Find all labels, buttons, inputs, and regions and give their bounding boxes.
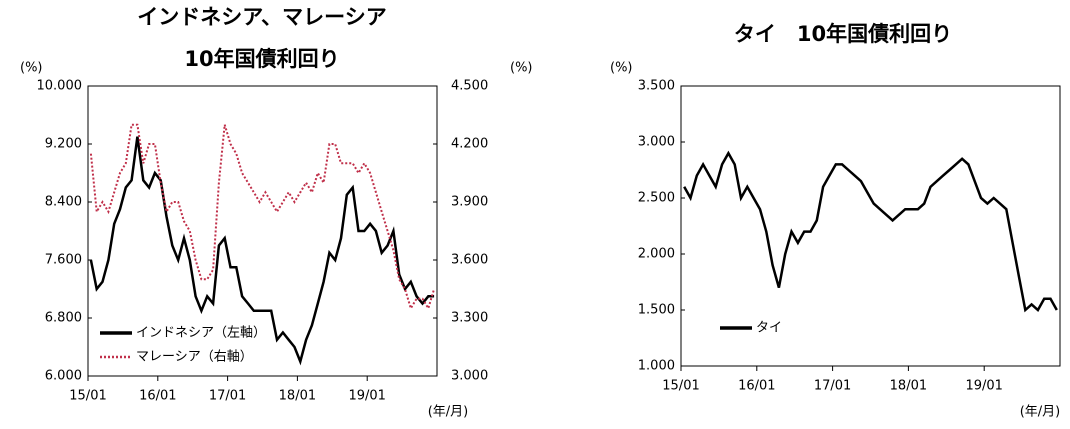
plot-frame	[680, 85, 1061, 367]
y2-tick-label: 3.600	[451, 253, 488, 268]
y2-tick-label: 3.000	[451, 369, 488, 384]
x-tick-label: 17/01	[209, 389, 246, 404]
legend-label: インドネシア（左軸）	[136, 326, 266, 341]
x-tick-label: 15/01	[69, 389, 106, 404]
x-tick-label: 18/01	[279, 389, 316, 404]
y-tick-label: 8.400	[45, 195, 82, 210]
y-tick-label: 3.000	[638, 135, 675, 150]
series-line	[89, 123, 436, 311]
series-line	[683, 150, 1058, 313]
legend-label: タイ	[756, 321, 782, 336]
y-tick-label: 3.500	[638, 79, 675, 94]
y-tick-label: 10.000	[37, 79, 83, 94]
y2-tick-label: 3.900	[451, 195, 488, 210]
y-tick-label: 2.000	[638, 247, 675, 262]
y2-tick-label: 3.300	[451, 311, 488, 326]
y-axis-label: (%)	[610, 61, 633, 76]
y-tick-label: 1.500	[638, 303, 675, 318]
chart-title: 10年国債利回り	[184, 47, 339, 71]
x-axis-label: (年/月)	[1020, 405, 1061, 420]
chart-title: インドネシア、マレーシア	[137, 5, 386, 29]
y2-tick-label: 4.200	[451, 137, 488, 152]
series-line	[89, 136, 435, 366]
y-tick-label: 2.500	[638, 191, 675, 206]
y2-axis-label: (%)	[510, 61, 533, 76]
x-tick-label: 19/01	[348, 389, 385, 404]
y-tick-label: 1.000	[638, 359, 675, 374]
y-tick-label: 9.200	[45, 137, 82, 152]
y-tick-label: 7.600	[45, 253, 82, 268]
y2-tick-label: 4.500	[451, 79, 488, 94]
x-tick-label: 17/01	[814, 379, 851, 394]
y-tick-label: 6.000	[45, 369, 82, 384]
y-tick-label: 6.800	[45, 311, 82, 326]
x-tick-label: 16/01	[738, 379, 775, 394]
x-axis-label: (年/月)	[428, 405, 469, 420]
chart-title: タイ 10年国債利回り	[734, 22, 952, 46]
x-tick-label: 15/01	[662, 379, 699, 394]
legend-label: マレーシア（右軸）	[136, 350, 253, 365]
x-tick-label: 16/01	[139, 389, 176, 404]
y-axis-label: (%)	[20, 61, 43, 76]
plot-frame	[87, 85, 438, 377]
x-tick-label: 18/01	[890, 379, 927, 394]
x-tick-label: 19/01	[965, 379, 1002, 394]
